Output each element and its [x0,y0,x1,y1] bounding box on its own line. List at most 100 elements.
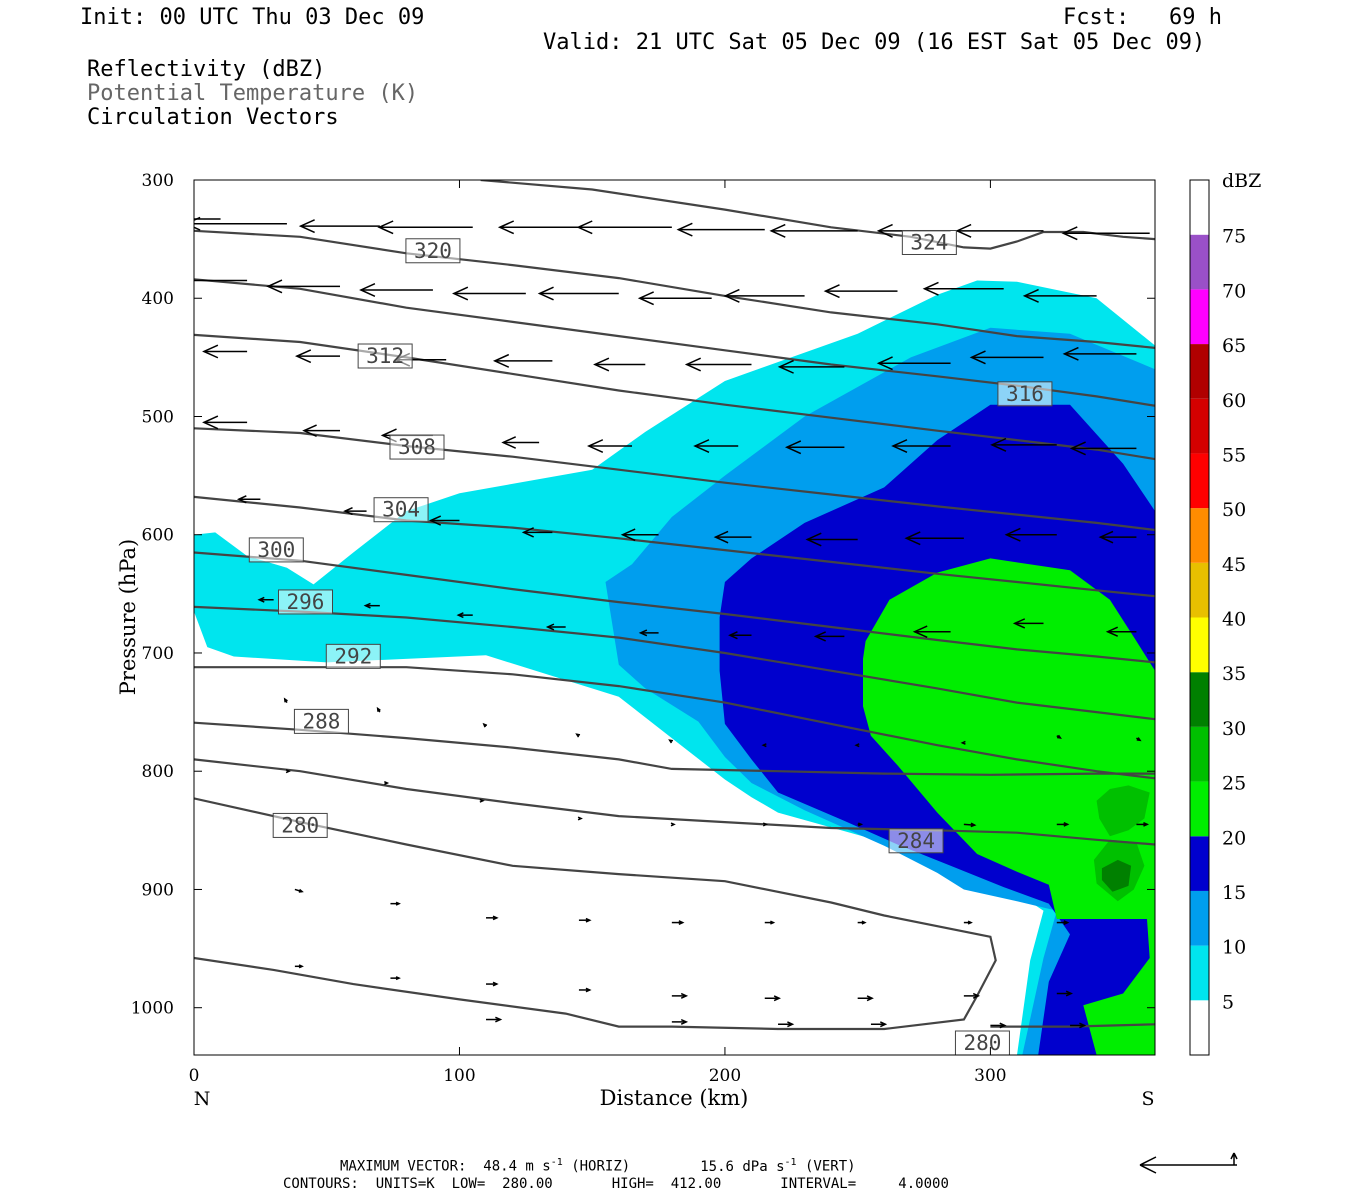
circulation-vector [963,920,973,925]
circulation-vector [670,822,676,827]
max-vector-vert: 15.6 dPa s [700,1158,785,1175]
colorbar-frame [1189,179,1210,1056]
circulation-vector [486,981,499,987]
circulation-vector [359,282,433,297]
colorbar-label: 65 [1222,335,1246,357]
circulation-vector [1056,734,1062,739]
circulation-vector [194,218,221,220]
circulation-vector [383,781,390,786]
circulation-vector [1056,990,1074,997]
circulation-vector [545,623,566,631]
dbz-colorbar: 5 10 15 20 25 30 35 40 45 50 55 60 65 70 75 dBZ [1189,170,1261,1056]
unit-exponent: -1 [784,1157,797,1168]
circulation-vector [294,888,304,893]
circulation-vector [294,964,304,969]
svg-text:280: 280 [281,813,319,837]
colorbar-label: 40 [1222,609,1246,631]
colorbar-band [1190,617,1209,673]
circulation-vector [428,515,460,526]
y-tick-label: 800 [142,762,174,782]
circulation-vector [1012,618,1044,629]
circulation-vector [390,901,401,906]
circulation-vector [363,602,380,609]
circulation-vector [671,920,685,925]
svg-text:296: 296 [287,590,325,614]
theta-label-284: 284 [888,828,944,854]
theta-label-292: 292 [325,643,381,669]
circulation-vector [671,1018,689,1025]
circulation-vector [1061,226,1150,241]
circulation-vectors [194,216,1150,1029]
circulation-vector [1070,1022,1087,1029]
theta-label-324: 324 [901,229,957,255]
circulation-vector [1056,822,1070,827]
circulation-vector [620,528,659,542]
theta-contour-284 [194,758,1155,846]
colorbar-label: 50 [1222,499,1246,521]
circulation-vector [486,1016,503,1023]
x-tick-label: 0 [189,1066,200,1086]
reference-vector-icon [1139,1152,1238,1174]
circulation-vector [823,284,898,299]
colorbar-band [1190,836,1209,891]
theta-label-316: 316 [997,381,1053,407]
circulation-vector [777,359,845,374]
circulation-vector [575,733,581,738]
valid-time: Valid: 21 UTC Sat 05 Dec 09 (16 EST Sat … [543,30,1206,55]
theta-label-304: 304 [373,497,429,523]
theta-label-312: 312 [357,343,413,369]
circulation-vector [1136,822,1150,827]
circulation-vector [1105,626,1137,637]
contour-info-line: CONTOURS: UNITS=K LOW= 280.00 HIGH= 412.… [283,1176,949,1192]
circulation-vector [1062,346,1137,361]
y-tick-label: 500 [142,407,174,427]
svg-text:288: 288 [302,709,340,733]
theta-contour-308 [194,427,1155,532]
circulation-vector [904,531,964,546]
y-tick-label: 400 [142,289,174,309]
field-reflectivity-label: Reflectivity (dBZ) [87,57,326,82]
svg-text:284: 284 [897,829,935,853]
circulation-vector [876,356,951,371]
circulation-vector [521,527,553,538]
circulation-vector [194,279,248,282]
circulation-vector [486,915,499,921]
x-end-label-right: S [1141,1088,1154,1110]
circulation-vector [298,219,380,234]
circulation-vector [202,344,248,359]
circulation-vector [390,976,401,981]
circulation-vector [537,286,619,301]
circulation-vector [969,350,1044,365]
theta-contour-280 [990,1023,1155,1028]
circulation-vector [638,629,659,637]
colorbar-band [1190,890,1209,946]
circulation-vector [501,436,540,449]
circulation-vector [784,440,845,455]
circulation-vector [576,220,672,235]
circulation-vector [960,740,966,745]
circulation-vector [857,995,874,1002]
circulation-vector [728,631,752,640]
circulation-vector [257,596,274,603]
circulation-vector [684,357,752,372]
circulation-vector [377,220,473,235]
theta-label-280: 280 [272,812,328,838]
colorbar-band [1190,344,1209,399]
circulation-vector [637,291,712,306]
circulation-vector [912,625,951,639]
y-axis-title: Pressure (hPa) [116,539,140,695]
circulation-vector [778,1021,795,1028]
init-time: Init: 00 UTC Thu 03 Dec 09 [80,5,425,30]
colorbar-title: dBZ [1222,170,1261,192]
colorbar-label: 15 [1222,882,1246,904]
max-vector-horiz-tag: (HORIZ) [571,1158,631,1175]
circulation-vector [294,349,341,364]
colorbar-label: 30 [1222,718,1246,740]
circulation-vector [990,437,1057,452]
circulation-vector [676,222,765,237]
svg-text:300: 300 [257,538,295,562]
circulation-vector [586,439,633,454]
circulation-vector [805,532,858,547]
circulation-vector [922,281,1004,296]
svg-text:280: 280 [963,1031,1001,1055]
